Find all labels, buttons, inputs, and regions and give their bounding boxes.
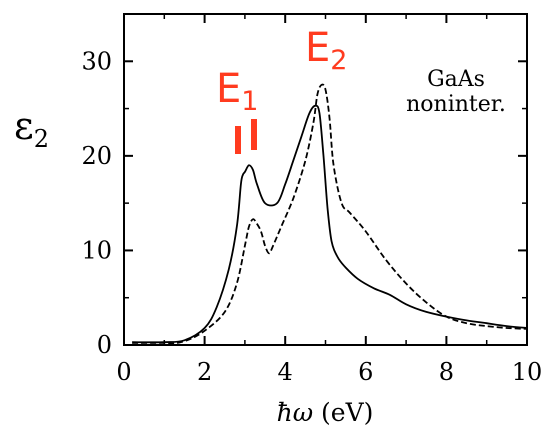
y-tick-label: 0 bbox=[97, 331, 112, 359]
material-label-line2: noninter. bbox=[406, 92, 506, 117]
e1-marker-left bbox=[235, 126, 241, 154]
x-tick-label: 10 bbox=[512, 358, 543, 386]
x-tick-label: 8 bbox=[439, 358, 454, 386]
material-label-line1: GaAs bbox=[427, 67, 485, 92]
y-axis-label: ε2 bbox=[14, 104, 49, 153]
e1-label: E1 bbox=[216, 66, 258, 117]
x-tick-label: 0 bbox=[116, 358, 131, 386]
series-line-dashed bbox=[132, 83, 528, 346]
e2-label: E2 bbox=[305, 25, 347, 76]
y-tick-label: 10 bbox=[81, 236, 112, 264]
axis-ticks: 0 2 4 6 8 10 0 10 20 30 bbox=[81, 14, 542, 386]
y-tick-label: 20 bbox=[81, 142, 112, 170]
series-lines bbox=[132, 83, 528, 346]
x-axis-label: ħω (eV) bbox=[277, 398, 374, 427]
x-tick-label: 2 bbox=[197, 358, 212, 386]
series-line-solid bbox=[132, 104, 528, 344]
y-tick-label: 30 bbox=[81, 47, 112, 75]
x-tick-label: 6 bbox=[358, 358, 373, 386]
e1-marker-right bbox=[251, 119, 257, 150]
x-tick-label: 4 bbox=[278, 358, 293, 386]
